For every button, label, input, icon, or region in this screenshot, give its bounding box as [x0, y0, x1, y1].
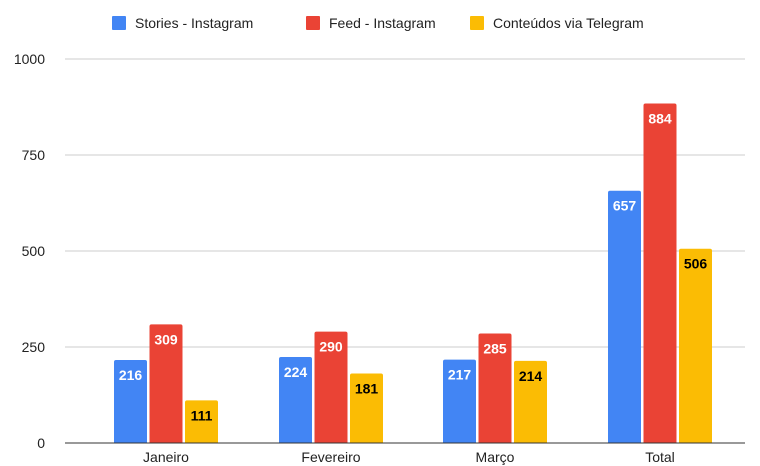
bar-value-label: 657 — [613, 198, 637, 214]
bar-value-label: 224 — [284, 364, 308, 380]
x-tick-label: Março — [476, 449, 515, 465]
legend-label: Stories - Instagram — [135, 15, 254, 31]
y-tick-label: 0 — [37, 435, 45, 451]
legend-label: Conteúdos via Telegram — [493, 15, 644, 31]
bar — [443, 359, 476, 443]
legend-item: Feed - Instagram — [306, 14, 436, 32]
y-tick-label: 750 — [22, 147, 46, 163]
bar — [514, 360, 547, 443]
legend-swatch — [470, 16, 484, 30]
bar — [608, 190, 641, 443]
bar-value-label: 217 — [448, 367, 472, 383]
x-tick-label: Janeiro — [143, 449, 189, 465]
y-tick-label: 250 — [22, 339, 46, 355]
x-tick-label: Total — [645, 449, 675, 465]
legend-label: Feed - Instagram — [329, 15, 436, 31]
bar-value-label: 309 — [154, 331, 178, 347]
y-tick-label: 1000 — [14, 51, 45, 67]
bar — [350, 373, 383, 443]
bar-value-label: 214 — [519, 368, 543, 384]
bar — [643, 103, 677, 443]
bar — [478, 333, 512, 443]
chart-legend: Stories - Instagram Feed - Instagram Conte… — [0, 11, 760, 35]
bar-value-label: 290 — [319, 339, 343, 355]
bar — [185, 400, 218, 443]
bar-value-label: 884 — [648, 111, 672, 127]
bar-value-label: 111 — [191, 407, 213, 423]
legend-item: Stories - Instagram — [112, 14, 253, 32]
bar-value-label: 285 — [483, 341, 507, 357]
legend-swatch — [112, 16, 126, 30]
bar-value-label: 181 — [355, 380, 379, 396]
bar-value-label: 216 — [119, 367, 143, 383]
x-tick-label: Fevereiro — [301, 449, 360, 465]
bar — [314, 331, 348, 443]
bar — [679, 248, 712, 443]
legend-item: Conteúdos via Telegram — [470, 14, 644, 32]
bar — [279, 356, 312, 443]
bar-value-label: 506 — [684, 256, 708, 272]
bar — [114, 360, 147, 443]
bar — [149, 324, 183, 443]
y-tick-label: 500 — [22, 243, 46, 259]
legend-swatch — [306, 16, 320, 30]
